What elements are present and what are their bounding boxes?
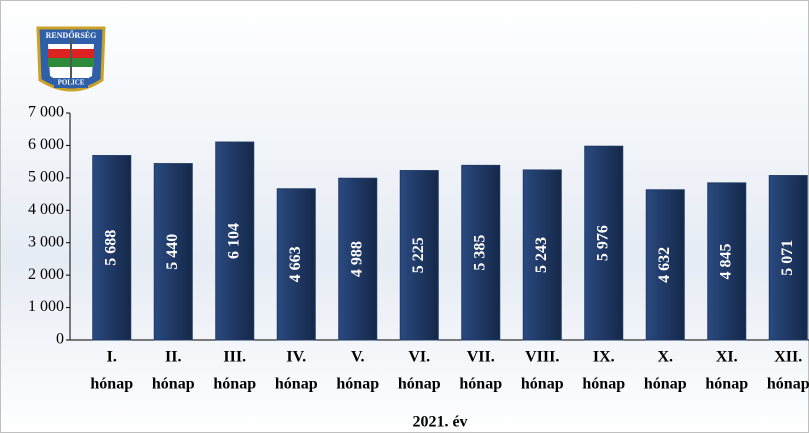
- value-label: 5 440: [164, 234, 181, 270]
- x-tick-label: X.: [657, 349, 673, 366]
- y-tick-label: 6 000: [28, 136, 64, 153]
- x-tick-label: hónap: [398, 376, 441, 393]
- x-tick-label: III.: [223, 349, 246, 366]
- y-tick-label: 5 000: [28, 169, 64, 186]
- x-tick-label: VII.: [467, 349, 495, 366]
- x-tick-label: XII.: [774, 349, 802, 366]
- x-tick-label: hónap: [152, 376, 195, 393]
- y-tick-label: 0: [56, 331, 64, 348]
- logo-top: RENDŐRSÉG: [46, 30, 97, 40]
- value-label: 5 225: [410, 237, 427, 273]
- x-tick-label: hónap: [582, 376, 625, 393]
- y-tick-label: 2 000: [28, 266, 64, 283]
- x-tick-label: V.: [351, 349, 365, 366]
- y-tick-label: 3 000: [28, 233, 64, 250]
- x-tick-label: IX.: [593, 349, 615, 366]
- x-tick-label: hónap: [705, 376, 748, 393]
- x-tick-label: hónap: [767, 376, 809, 393]
- value-label: 4 988: [348, 241, 365, 277]
- x-tick-label: VI.: [408, 349, 430, 366]
- x-tick-label: hónap: [213, 376, 256, 393]
- x-tick-label: hónap: [459, 376, 502, 393]
- y-tick-label: 7 000: [28, 104, 64, 121]
- value-label: 5 688: [102, 230, 119, 266]
- y-tick-label: 4 000: [28, 201, 64, 218]
- chart: RENDŐRSÉG POLICE 2021. év 0 1 000 2 000 3 0…: [0, 0, 809, 433]
- x-tick-label: hónap: [336, 376, 379, 393]
- value-label: 4 663: [287, 246, 304, 282]
- x-tick-label: hónap: [90, 376, 133, 393]
- value-label: 5 976: [594, 225, 611, 261]
- x-tick-label: I.: [107, 349, 117, 366]
- x-tick-label: II.: [165, 349, 181, 366]
- x-tick-label: hónap: [275, 376, 318, 393]
- value-label: 4 845: [717, 243, 734, 279]
- x-tick-label: hónap: [521, 376, 564, 393]
- value-label: 4 632: [656, 247, 673, 283]
- x-axis-title: 2021. év: [412, 414, 467, 431]
- value-label: 5 243: [533, 237, 550, 273]
- x-tick-label: VIII.: [525, 349, 559, 366]
- value-label: 5 385: [471, 235, 488, 271]
- x-tick-label: hónap: [644, 376, 687, 393]
- logo-bottom: POLICE: [58, 79, 85, 87]
- x-tick-label: XI.: [716, 349, 738, 366]
- value-label: 5 071: [779, 240, 796, 276]
- x-tick-label: IV.: [286, 349, 306, 366]
- value-label: 6 104: [225, 223, 242, 259]
- y-tick-label: 1 000: [28, 298, 64, 315]
- logo: RENDŐRSÉG POLICE: [38, 28, 104, 90]
